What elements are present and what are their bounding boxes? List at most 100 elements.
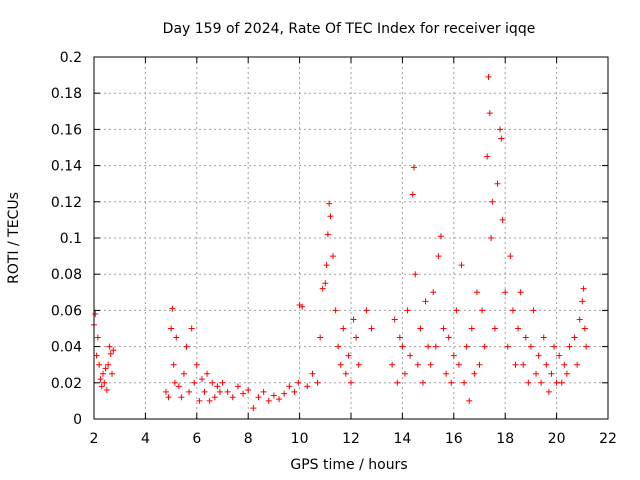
data-point [102,365,109,372]
data-point [583,343,590,350]
data-point [326,200,333,207]
x-tick-label: 14 [393,431,411,447]
data-point [330,253,337,260]
data-point [175,383,182,390]
x-tick-label: 22 [599,431,617,447]
data-point [245,387,252,394]
data-point [504,343,511,350]
data-point [522,334,529,341]
data-point [219,379,226,386]
data-point [206,397,213,404]
data-point [198,376,205,383]
grid-lines [94,57,608,419]
y-tick-label: 0.06 [51,303,82,319]
y-tick-label: 0 [73,412,82,428]
data-point [558,379,565,386]
data-point [530,307,537,314]
data-point [93,352,100,359]
data-point [450,352,457,359]
data-point [314,379,321,386]
chart-title: Day 159 of 2024, Rate Of TEC Index for r… [163,21,536,37]
data-point [507,253,514,260]
data-point [401,370,408,377]
data-point [515,325,522,332]
y-tick-label: 0.12 [51,195,82,211]
data-point [445,334,452,341]
data-point [461,379,468,386]
data-point [443,370,450,377]
data-point [188,325,195,332]
data-point [466,397,473,404]
y-tick-label: 0.2 [60,50,82,66]
data-point [368,325,375,332]
data-point [489,198,496,205]
data-point [260,388,267,395]
data-point [178,394,185,401]
data-point [286,383,293,390]
data-point [170,361,177,368]
data-point [453,307,460,314]
x-axis-label: GPS time / hours [290,457,407,473]
data-points [91,73,590,412]
data-point [509,307,516,314]
data-point [571,334,578,341]
data-point [479,307,486,314]
data-point [165,394,172,401]
data-point [337,361,344,368]
data-point [499,216,506,223]
data-point [183,343,190,350]
x-tick-label: 20 [548,431,566,447]
x-tick-label: 4 [141,431,150,447]
data-point [473,289,480,296]
data-point [106,343,113,350]
data-point [538,379,545,386]
data-point [435,253,442,260]
data-point [250,405,257,412]
data-point [103,387,110,394]
data-point [430,289,437,296]
data-point [324,231,331,238]
data-point [409,191,416,198]
data-point [98,383,105,390]
data-point [276,396,283,403]
data-point [240,390,247,397]
data-point [201,388,208,395]
data-point [468,325,475,332]
data-point [234,383,241,390]
data-point [497,126,504,133]
data-point [556,352,563,359]
data-point [97,376,104,383]
data-point [309,370,316,377]
data-point [94,334,101,341]
data-point [545,388,552,395]
data-point [414,361,421,368]
data-point [191,379,198,386]
data-point [458,262,465,269]
data-point [391,316,398,323]
data-point [455,361,462,368]
x-tick-label: 16 [445,431,463,447]
data-point [216,388,223,395]
y-axis-label: ROTI / TECUs [6,192,22,284]
data-point [576,316,583,323]
data-point [437,233,444,240]
data-point [229,394,236,401]
data-point [270,392,277,399]
y-tick-label: 0.04 [51,340,82,356]
data-point [417,325,424,332]
data-point [425,343,432,350]
data-point [342,370,349,377]
data-point [340,325,347,332]
data-point [180,370,187,377]
data-point [299,303,306,310]
data-point [211,394,218,401]
data-point [410,164,417,171]
data-point [196,397,203,404]
data-point [394,379,401,386]
data-point [101,379,108,386]
x-tick-label: 10 [291,431,309,447]
data-point [162,388,169,395]
data-point [422,298,429,305]
data-point [110,347,117,354]
data-point [173,334,180,341]
